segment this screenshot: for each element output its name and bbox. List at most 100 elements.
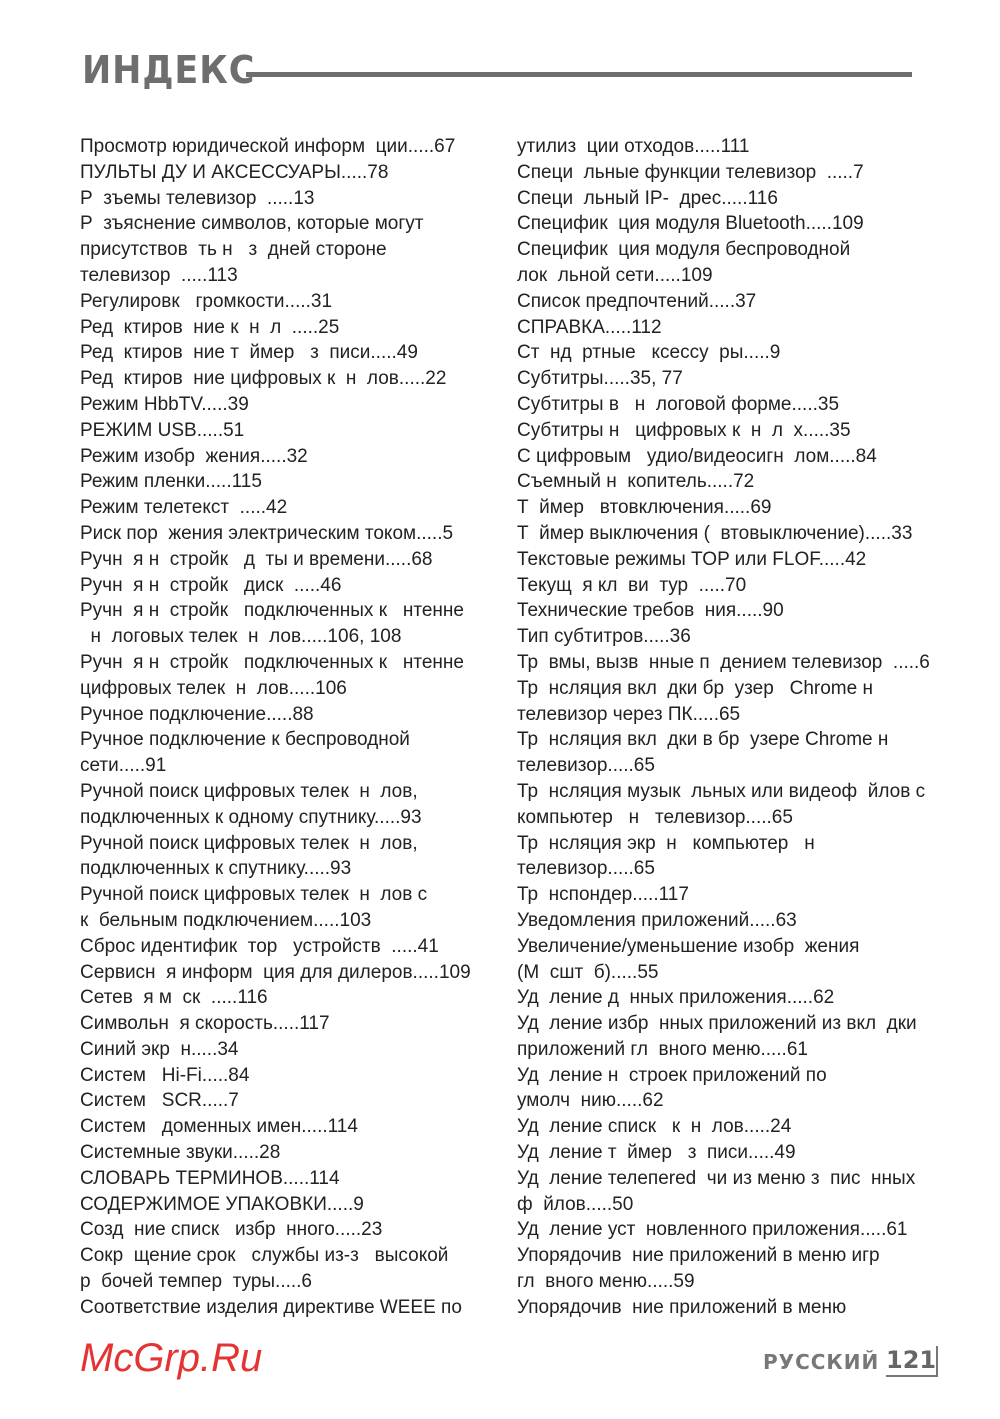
index-entry: Сброс идентифик тор устройств .....41 [80,935,439,957]
index-entry: Тр нсляция музык льных или видеоф йлов с [517,780,926,802]
index-entry: Системные звуки.....28 [80,1142,281,1164]
index-entry: Упорядочив ние приложений в меню игр [517,1245,880,1267]
index-entry: Ручной поиск цифровых телек н лов с [80,884,428,906]
index-entry: Тр нспондер.....117 [517,884,689,906]
index-entry: Т ймер втовключения.....69 [517,497,772,519]
index-entry: Специ льный IP- дрес.....116 [517,187,778,209]
index-entry: Уведомления приложений.....63 [517,909,797,931]
index-entry: Символьн я скорость.....117 [80,1013,330,1035]
index-entry: Режим телетекст .....42 [80,497,288,519]
index-entry: телевизор через ПК.....65 [517,703,741,725]
index-entry: Режим HbbTV.....39 [80,393,249,415]
index-entry: Ручное подключение.....88 [80,703,314,725]
index-entry: Субтитры в н логовой форме.....35 [517,393,840,415]
index-entry: Регулировк громкости.....31 [80,290,333,312]
index-entry: (М сшт б).....55 [517,961,659,983]
index-entry: СПРАВКА.....112 [517,316,662,338]
index-entry: Тр нсляция вкл дки бр узер Chrome н [517,677,873,699]
footer-language: РУССКИЙ [763,1350,880,1374]
index-entry: Тр вмы, вызв нные п дением телевизор ...… [517,651,930,673]
index-entry: лок льной сети.....109 [517,264,713,286]
index-entry: Ручн я н стройк подключенных к нтенне [80,651,464,673]
index-entry: телевизор .....113 [80,264,238,286]
index-entry: Съемный н копитель.....72 [517,471,755,493]
page-number-bar [936,1346,938,1377]
page-number: 121 [886,1346,937,1374]
index-entry: подключенных к одному спутнику.....93 [80,806,422,828]
index-entry: Увеличение/уменьшение изобр жения [517,935,860,957]
index-entry: Специ льные функции телевизор .....7 [517,161,864,183]
page-title: ИНДЕКС [82,48,256,92]
index-entry: Синий экр н.....34 [80,1038,239,1060]
index-column-right: утилиз ции отходов.....111 Специ льные фу… [517,134,930,1321]
index-entry: РЕЖИМ USB.....51 [80,419,245,441]
index-entry: Тип субтитров.....36 [517,626,691,648]
index-entry: Уд ление д нных приложения.....62 [517,987,835,1009]
index-entry: Текстовые режимы TOP или FLOF.....42 [517,548,867,570]
index-entry: Уд ление списк к н лов.....24 [517,1116,792,1138]
index-entry: Р зъяснение символов, которые могут [80,213,424,235]
index-entry: Ручной поиск цифровых телек н лов, [80,780,418,802]
index-entry: СОДЕРЖИМОЕ УПАКОВКИ.....9 [80,1193,364,1215]
page-number-underline [886,1375,938,1377]
index-entry: Систем доменных имен.....114 [80,1116,358,1138]
index-entry: Ручное подключение к беспроводной [80,729,410,751]
index-entry: цифровых телек н лов.....106 [80,677,347,699]
index-entry: Ред ктиров ние цифровых к н лов.....22 [80,368,447,390]
index-entry: Режим пленки.....115 [80,471,262,493]
index-entry: Текущ я кл ви тур .....70 [517,574,747,596]
title-rule [246,72,912,77]
index-entry: телевизор.....65 [517,755,655,777]
index-entry: Специфик ция модуля Bluetooth.....109 [517,213,864,235]
index-entry: Тр нсляция экр н компьютер н [517,832,815,854]
index-entry: Субтитры н цифровых к н л х.....35 [517,419,851,441]
index-entry: Специфик ция модуля беспроводной [517,239,851,261]
index-entry: Ред ктиров ние т ймер з писи.....49 [80,342,418,364]
index-entry: Ручн я н стройк подключенных к нтенне [80,600,464,622]
index-entry: телевизор.....65 [517,858,655,880]
index-entry: сети.....91 [80,755,167,777]
index-entry: Упорядочив ние приложений в меню [517,1296,847,1318]
index-entry: Р зъемы телевизор .....13 [80,187,315,209]
index-entry: р бочей темпер туры.....6 [80,1271,312,1293]
index-entry: Режим изобр жения.....32 [80,445,308,467]
index-column-left: Просмотр юридической информ ции.....67 ПУ… [80,134,471,1321]
index-entry: ПУЛЬТЫ ДУ И АКСЕССУАРЫ.....78 [80,161,389,183]
index-entry: подключенных к спутнику.....93 [80,858,352,880]
index-entry: Ручной поиск цифровых телек н лов, [80,832,418,854]
index-entry: Сокр щение срок службы из-з высокой [80,1245,449,1267]
index-entry: утилиз ции отходов.....111 [517,136,750,157]
index-entry: Уд ление телепered чи из меню з пис нных [517,1167,916,1189]
index-entry: Ручн я н стройк д ты и времени.....68 [80,548,433,570]
index-entry: гл вного меню.....59 [517,1271,695,1293]
index-entry: Список предпочтений.....37 [517,290,757,312]
index-entry: Уд ление уст новленного приложения.....6… [517,1219,908,1241]
index-entry: н логовых телек н лов.....106, 108 [80,626,402,648]
index-entry: Риск пор жения электрическим током.....5 [80,522,454,544]
index-entry: Тр нсляция вкл дки в бр узере Chrome н [517,729,889,751]
index-entry: Созд ние списк избр нного.....23 [80,1219,383,1241]
index-entry: Технические требов ния.....90 [517,600,784,622]
index-entry: Систем Hi-Fi.....84 [80,1064,250,1086]
index-entry: умолч нию.....62 [517,1090,664,1112]
index-entry: Сервисн я информ ция для дилеров.....109 [80,961,471,983]
index-entry: Уд ление т ймер з писи.....49 [517,1142,796,1164]
index-entry: Соответствие изделия директиве WEEE по [80,1296,462,1318]
index-entry: Систем SCR.....7 [80,1090,239,1112]
index-entry: ф йлов.....50 [517,1193,634,1215]
index-entry: Ст нд ртные ксессу ры.....9 [517,342,781,364]
index-entry: компьютер н телевизор.....65 [517,806,793,828]
index-entry: к бельным подключением.....103 [80,909,372,931]
index-entry: Субтитры.....35, 77 [517,368,683,390]
index-entry: Просмотр юридической информ ции.....67 [80,136,456,157]
index-entry: присутствов ть н з дней стороне [80,239,387,261]
index-entry: С цифровым удио/видеосигн лом.....84 [517,445,877,467]
index-entry: Уд ление избр нных приложений из вкл дки [517,1013,917,1035]
index-entry: Уд ление н строек приложений по [517,1064,827,1086]
index-entry: СЛОВАРЬ ТЕРМИНОВ.....114 [80,1167,340,1189]
index-entry: Ред ктиров ние к н л .....25 [80,316,340,338]
index-entry: Т ймер выключения ( втовыключение).....3… [517,522,913,544]
watermark: McGrp.Ru [80,1336,263,1380]
index-entry: приложений гл вного меню.....61 [517,1038,808,1060]
index-entry: Сетев я м ск .....116 [80,987,268,1009]
